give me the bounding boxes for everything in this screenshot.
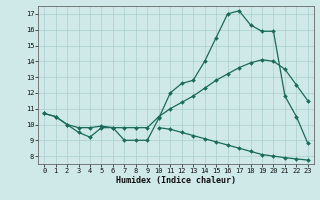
X-axis label: Humidex (Indice chaleur): Humidex (Indice chaleur): [116, 176, 236, 185]
